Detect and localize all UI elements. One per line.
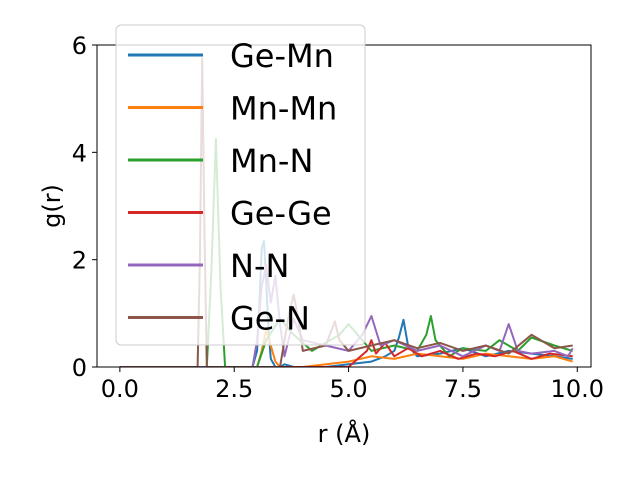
legend-entry-label: Ge-Mn xyxy=(230,37,334,75)
series-line-ge-ge xyxy=(119,339,573,367)
y-tick-label: 6 xyxy=(72,32,87,60)
y-tick-label: 2 xyxy=(72,247,87,275)
x-axis-label: r (Å) xyxy=(318,419,371,448)
x-tick-label: 2.5 xyxy=(215,375,253,403)
x-axis-ticks: 0.0 2.5 5.0 7.5 10.0 xyxy=(101,367,604,403)
legend-entry-label: N-N xyxy=(230,247,289,285)
legend-entry-label: Ge-Ge xyxy=(230,195,332,233)
x-tick-label: 0.0 xyxy=(101,375,139,403)
legend-entry-label: Ge-N xyxy=(230,300,310,338)
legend: Ge-Mn Mn-Mn Mn-N Ge-Ge N-N Ge-N xyxy=(115,24,366,346)
legend-entry-label: Mn-N xyxy=(230,142,313,180)
y-axis-ticks: 0 2 4 6 xyxy=(72,32,97,382)
y-axis-label: g(r) xyxy=(38,184,66,228)
x-tick-label: 10.0 xyxy=(551,375,604,403)
y-tick-label: 0 xyxy=(72,354,87,382)
x-tick-label: 7.5 xyxy=(444,375,482,403)
legend-entry-label: Mn-Mn xyxy=(230,90,337,128)
x-tick-label: 5.0 xyxy=(329,375,367,403)
y-tick-label: 4 xyxy=(72,139,87,167)
